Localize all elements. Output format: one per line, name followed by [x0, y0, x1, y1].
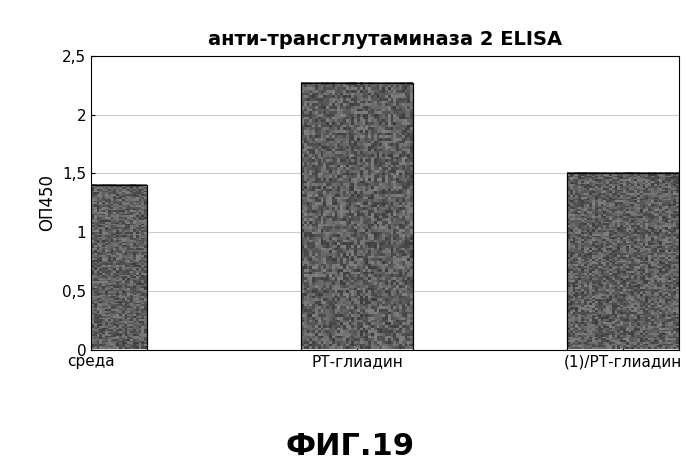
Bar	[301, 83, 413, 350]
Y-axis label: ОП450: ОП450	[38, 174, 57, 231]
Bar	[35, 185, 147, 350]
Title: анти-трансглутаминаза 2 ELISA: анти-трансглутаминаза 2 ELISA	[208, 30, 562, 49]
Bar	[567, 173, 679, 350]
Bar	[301, 83, 413, 350]
Bar	[567, 173, 679, 350]
Text: ФИГ.19: ФИГ.19	[286, 432, 414, 461]
Bar	[35, 185, 147, 350]
